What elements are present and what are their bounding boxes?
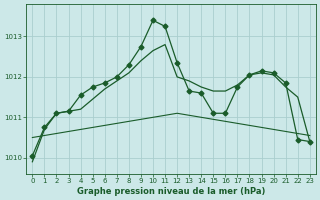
- X-axis label: Graphe pression niveau de la mer (hPa): Graphe pression niveau de la mer (hPa): [77, 187, 265, 196]
